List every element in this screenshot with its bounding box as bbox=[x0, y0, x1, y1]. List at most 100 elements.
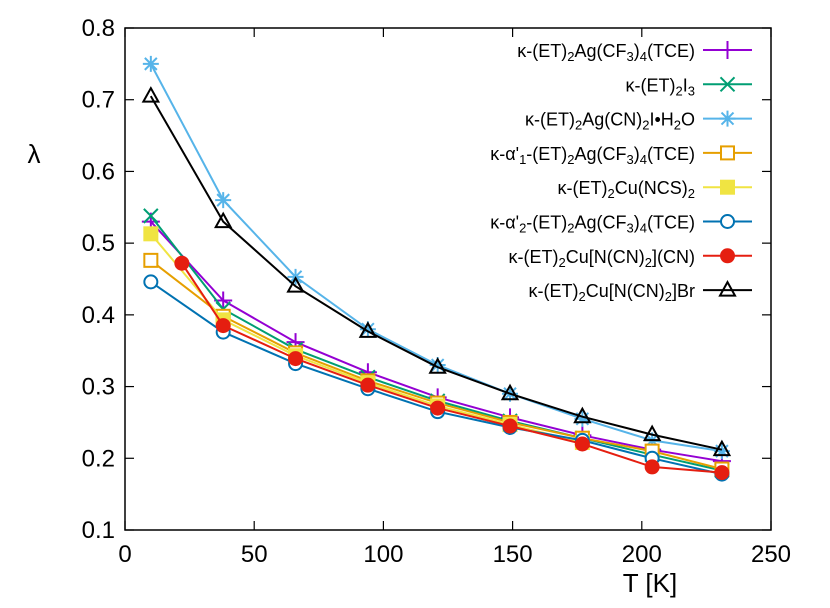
data-point bbox=[573, 406, 592, 424]
legend-subscript: 2 bbox=[676, 83, 683, 98]
x-tick-label: 50 bbox=[241, 541, 268, 568]
data-point bbox=[143, 252, 159, 268]
legend-subscript: 2 bbox=[608, 186, 615, 201]
legend-subscript: 2 bbox=[688, 186, 695, 201]
legend-subscript: 4 bbox=[640, 152, 647, 167]
series-line bbox=[149, 95, 723, 451]
data-point bbox=[215, 192, 232, 209]
legend-marker bbox=[720, 145, 735, 161]
data-point bbox=[430, 400, 446, 416]
data-point bbox=[713, 443, 730, 460]
legend-text: Cu[N(CN) bbox=[566, 247, 645, 267]
legend-text: Cu(NCS) bbox=[615, 178, 688, 198]
data-point bbox=[712, 439, 732, 457]
legend-subscript: 4 bbox=[640, 49, 647, 64]
series-2 bbox=[142, 55, 730, 460]
plot-area bbox=[124, 27, 772, 531]
legend: κ-(ET)2Ag(CF3)4(TCE)κ-(ET)2I3κ-(ET)2Ag(C… bbox=[490, 41, 752, 304]
data-point bbox=[500, 383, 520, 401]
y-tick-label: 0.1 bbox=[82, 517, 115, 544]
data-point bbox=[143, 274, 159, 290]
series-layer bbox=[141, 55, 732, 482]
data-point bbox=[644, 459, 660, 475]
data-point bbox=[502, 418, 518, 434]
legend-text: Cu[N(CN) bbox=[586, 281, 665, 301]
legend-text: κ-(ET) bbox=[626, 75, 676, 95]
legend-marker bbox=[719, 76, 736, 93]
legend-text: Ag(CF bbox=[575, 41, 627, 61]
legend-subscript: 2 bbox=[674, 117, 681, 132]
data-point bbox=[714, 465, 730, 481]
data-point bbox=[143, 226, 159, 242]
data-point bbox=[574, 410, 591, 427]
legend-label: κ-α'1-(ET)2Ag(CF3)4(TCE) bbox=[490, 144, 695, 167]
legend-label: κ-(ET)2Ag(CN)2I•H2O bbox=[525, 110, 695, 133]
y-tick-label: 0.6 bbox=[82, 158, 115, 185]
data-point bbox=[215, 318, 231, 334]
legend-marker bbox=[720, 248, 735, 264]
legend-subscript: 2 bbox=[567, 152, 574, 167]
legend-item: κ-(ET)2I3 bbox=[626, 75, 752, 98]
legend-text: κ-(ET) bbox=[509, 247, 559, 267]
legend-label: κ-α'2-(ET)2Ag(CF3)4(TCE) bbox=[490, 213, 695, 236]
legend-item: κ-(ET)2Cu[N(CN)2]Br bbox=[529, 280, 752, 304]
legend-item: κ-α'1-(ET)2Ag(CF3)4(TCE) bbox=[490, 144, 752, 167]
legend-label: κ-(ET)2Cu[N(CN)2]Br bbox=[529, 281, 695, 304]
legend-text: ](CN) bbox=[652, 247, 695, 267]
y-tick-label: 0.8 bbox=[82, 15, 115, 42]
legend-text: ) bbox=[634, 144, 640, 164]
x-tick-label: 250 bbox=[751, 541, 791, 568]
legend-marker bbox=[718, 41, 737, 59]
legend-subscript: 2 bbox=[579, 289, 586, 304]
legend-text: (TCE) bbox=[647, 41, 695, 61]
x-tick-label: 200 bbox=[622, 541, 662, 568]
series-line bbox=[150, 281, 723, 476]
legend-subscript: 3 bbox=[627, 152, 634, 167]
legend-text: Ag(CF bbox=[575, 213, 627, 233]
data-point bbox=[360, 377, 376, 393]
legend-text: ]Br bbox=[672, 281, 695, 301]
data-point bbox=[574, 436, 590, 452]
legend-text: ) bbox=[634, 41, 640, 61]
legend-text: κ-(ET) bbox=[525, 110, 575, 130]
data-point bbox=[358, 321, 378, 338]
legend-subscript: 2 bbox=[665, 289, 672, 304]
legend-subscript: 3 bbox=[627, 220, 634, 235]
series-6 bbox=[174, 255, 730, 481]
data-point bbox=[288, 351, 304, 367]
legend-text: I•H bbox=[649, 110, 673, 130]
y-tick-label: 0.2 bbox=[82, 445, 115, 472]
legend-subscript: 1 bbox=[519, 152, 526, 167]
legend-label: κ-(ET)2Cu(NCS)2 bbox=[558, 178, 695, 201]
legend-marker bbox=[720, 179, 735, 195]
y-tick-label: 0.4 bbox=[82, 302, 115, 329]
legend-text: κ-α' bbox=[490, 213, 519, 233]
legend-subscript: 2 bbox=[642, 117, 649, 132]
legend-item: κ-(ET)2Ag(CN)2I•H2O bbox=[525, 110, 752, 133]
legend-subscript: 3 bbox=[627, 49, 634, 64]
legend-label: κ-(ET)2Cu[N(CN)2](CN) bbox=[509, 247, 695, 270]
legend-label: κ-(ET)2I3 bbox=[626, 75, 695, 98]
data-point bbox=[174, 255, 190, 271]
legend-subscript: 4 bbox=[640, 220, 647, 235]
data-point bbox=[429, 357, 446, 374]
x-axis-label: T [K] bbox=[623, 568, 677, 598]
x-tick-label: 0 bbox=[118, 541, 131, 568]
y-tick-label: 0.3 bbox=[82, 374, 115, 401]
legend-marker bbox=[719, 110, 736, 127]
legend-text: Ag(CN) bbox=[582, 110, 642, 130]
legend-text: κ-α' bbox=[490, 144, 519, 164]
legend-subscript: 2 bbox=[575, 117, 582, 132]
y-tick-label: 0.7 bbox=[82, 87, 115, 114]
legend-label: κ-(ET)2Ag(CF3)4(TCE) bbox=[517, 41, 695, 64]
data-point bbox=[213, 211, 233, 229]
legend-item: κ-α'2-(ET)2Ag(CF3)4(TCE) bbox=[490, 213, 752, 236]
axis-ticks: 0 50 100 150 200 250 0.1 0.2 0.3 0.4 0.5 0.6 0.7 0.8 bbox=[82, 15, 791, 568]
legend-item: κ-(ET)2Cu[N(CN)2](CN) bbox=[509, 247, 752, 270]
legend-subscript: 2 bbox=[567, 49, 574, 64]
legend-subscript: 2 bbox=[645, 254, 652, 269]
data-point bbox=[141, 86, 161, 103]
x-tick-label: 150 bbox=[493, 541, 533, 568]
legend-subscript: 2 bbox=[559, 254, 566, 269]
